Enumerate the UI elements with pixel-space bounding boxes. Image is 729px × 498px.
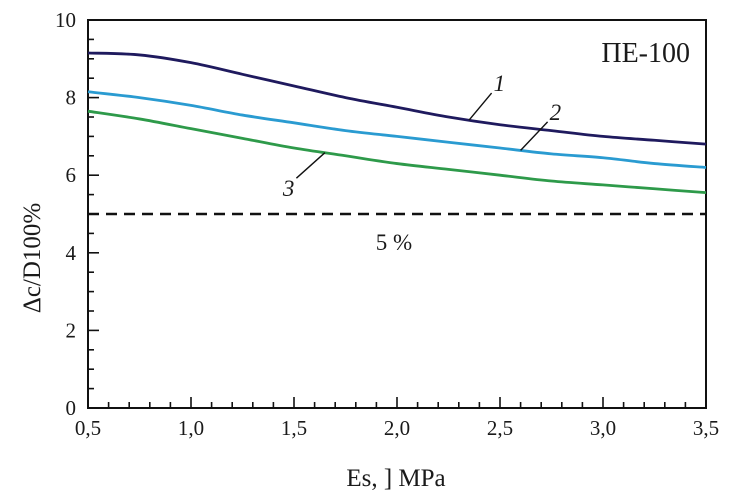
series-line-2 bbox=[87, 90, 707, 169]
axis-ticks bbox=[87, 19, 707, 409]
x-tick-label: 3,5 bbox=[693, 416, 719, 440]
curve-label-3: 3 bbox=[282, 176, 295, 201]
x-tick-label: 3,0 bbox=[590, 416, 616, 440]
series-line-1 bbox=[87, 51, 707, 146]
series-line-3 bbox=[87, 109, 707, 195]
y-tick-label: 8 bbox=[66, 86, 77, 110]
x-tick-label: 1,5 bbox=[281, 416, 307, 440]
reference-line-label: 5 % bbox=[376, 230, 412, 255]
y-tick-label: 0 bbox=[66, 396, 77, 420]
curve-label-leader bbox=[295, 152, 326, 179]
curve-label-leader bbox=[520, 121, 549, 151]
x-axis-label: Es, ] MPa bbox=[346, 465, 445, 492]
chart-title: ПЕ-100 bbox=[601, 38, 690, 69]
x-tick-label: 0,5 bbox=[75, 416, 101, 440]
x-tick-label: 2,5 bbox=[487, 416, 513, 440]
curve-label-2: 2 bbox=[550, 100, 562, 125]
y-tick-label: 6 bbox=[66, 163, 77, 187]
y-tick-label: 4 bbox=[66, 241, 77, 265]
y-tick-label: 2 bbox=[66, 318, 77, 342]
x-tick-label: 2,0 bbox=[384, 416, 410, 440]
y-axis-label: Δc/D100% bbox=[19, 203, 46, 314]
curve-label-1: 1 bbox=[494, 71, 506, 96]
y-tick-label: 10 bbox=[55, 8, 76, 32]
curve-labels: 1 2 3 bbox=[282, 71, 561, 201]
x-tick-label: 1,0 bbox=[178, 416, 204, 440]
series-group bbox=[87, 51, 707, 195]
tick-labels: 0,5 1,0 1,5 2,0 2,5 3,0 3,5 0 2 4 6 8 10 bbox=[55, 8, 719, 440]
curve-label-leader bbox=[468, 92, 493, 121]
